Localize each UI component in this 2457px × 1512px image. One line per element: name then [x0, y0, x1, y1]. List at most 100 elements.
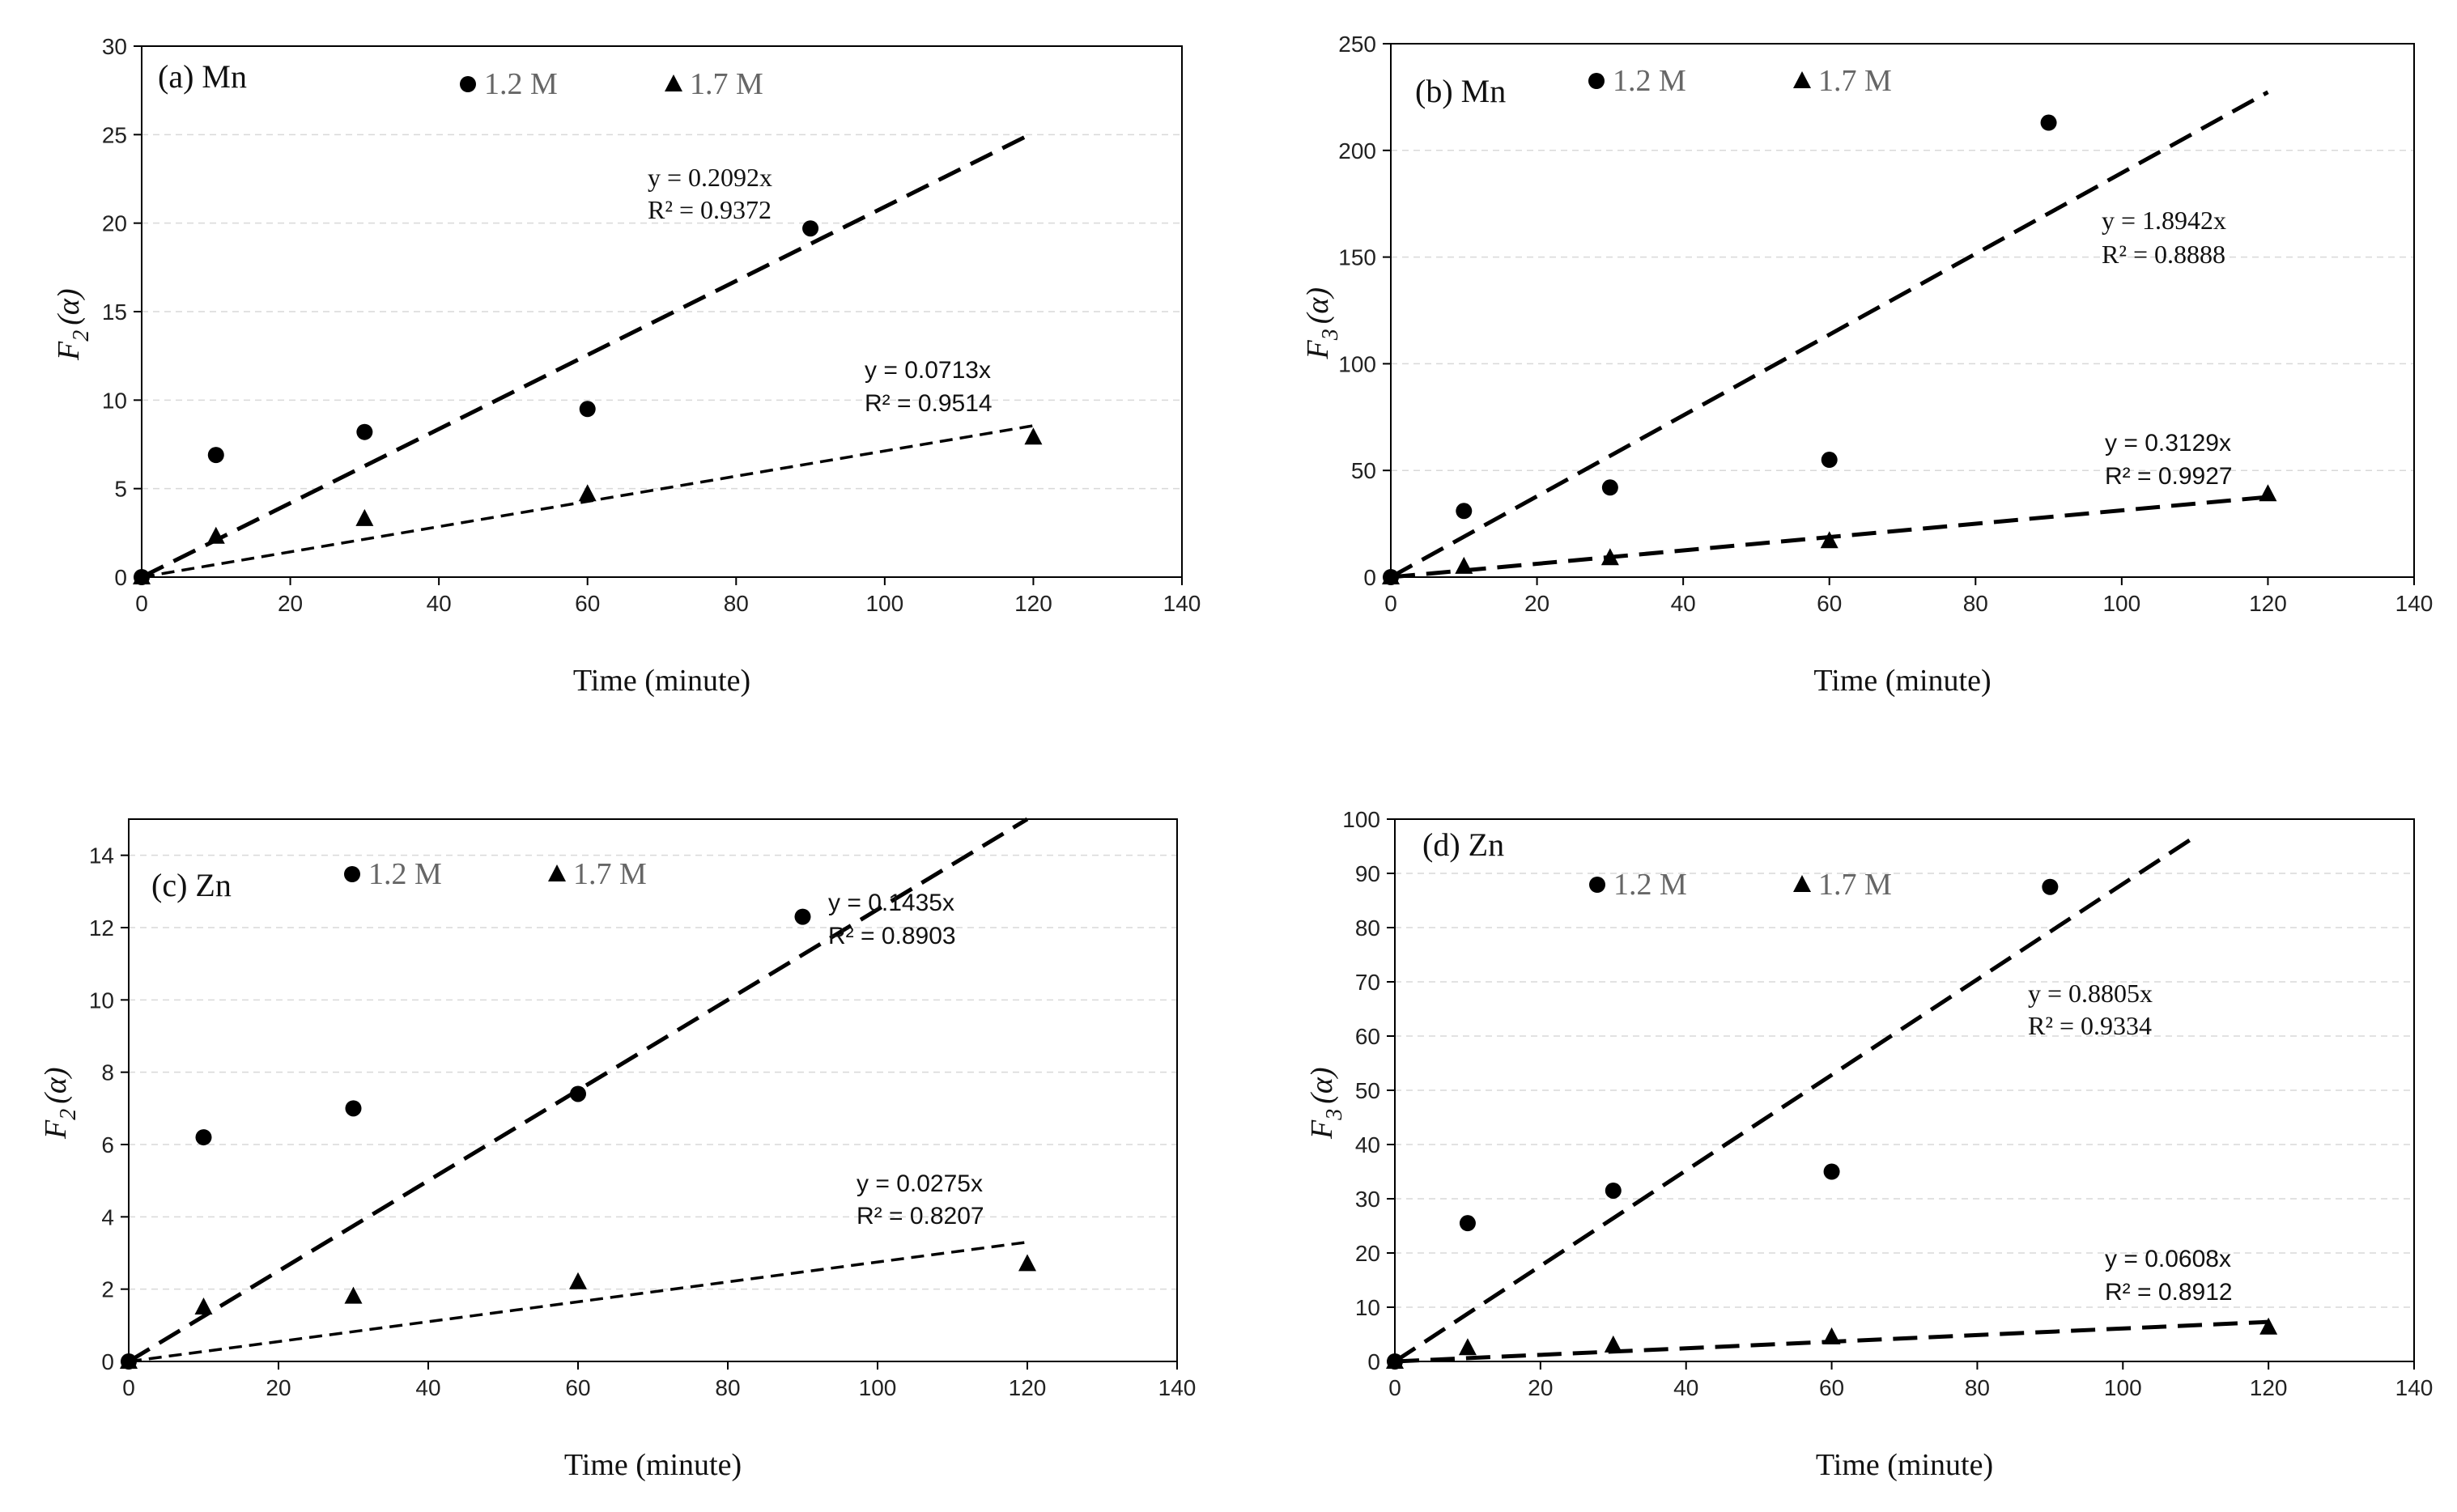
- x-tick-label: 80: [724, 591, 749, 616]
- legend-marker-triangle: [1793, 875, 1811, 892]
- data-point-triangle: [1822, 1327, 1841, 1344]
- data-point-circle: [1823, 1163, 1840, 1180]
- fit-equation: y = 1.8942x: [2102, 206, 2226, 235]
- y-tick-label: 70: [1355, 970, 1380, 995]
- y-axis-title-arg: (α): [1305, 1068, 1339, 1104]
- x-tick-label: 60: [1817, 591, 1842, 616]
- y-tick-label: 50: [1355, 1078, 1380, 1103]
- y-tick-label: 14: [89, 843, 114, 869]
- panel-title: (b) Mn: [1415, 73, 1506, 109]
- y-tick-label: 0: [1363, 565, 1376, 590]
- fit-r-squared: R² = 0.9372: [648, 195, 772, 224]
- x-tick-label: 140: [2395, 591, 2434, 616]
- data-point-triangle: [355, 508, 374, 526]
- trendline: [1393, 834, 2197, 1364]
- y-tick-label: 20: [1355, 1241, 1380, 1266]
- y-tick-label: 50: [1351, 458, 1376, 483]
- fit-equation: y = 0.2092x: [648, 163, 772, 192]
- x-axis-title: Time (minute): [564, 1448, 742, 1482]
- fit-equation: y = 0.1435x: [828, 890, 954, 916]
- fit-equation: y = 0.0713x: [865, 357, 991, 384]
- trendline: [1389, 90, 2269, 580]
- data-point-circle: [1601, 479, 1618, 496]
- data-point-triangle: [133, 567, 151, 584]
- y-axis-title: F2 (α): [52, 289, 94, 361]
- y-axis-title-sub: 2: [69, 330, 94, 342]
- data-point-triangle: [1382, 567, 1400, 584]
- y-tick-label: 100: [1342, 807, 1380, 832]
- y-axis-title-main: F: [1305, 1119, 1339, 1140]
- x-tick-label: 80: [1963, 591, 1988, 616]
- legend-label: 1.7 M: [573, 857, 647, 891]
- plot-frame: [128, 818, 1178, 1362]
- legend-marker-circle: [1588, 73, 1605, 89]
- data-point-triangle: [2259, 1317, 2278, 1335]
- y-axis-title: F2 (α): [39, 1068, 81, 1140]
- x-tick-label: 40: [415, 1375, 440, 1400]
- legend-label: 1.2 M: [1613, 64, 1686, 98]
- x-tick-label: 0: [122, 1375, 135, 1400]
- fit-r-squared: R² = 0.8207: [857, 1203, 984, 1230]
- data-point-triangle: [194, 1298, 213, 1315]
- y-axis-title-sub: 3: [1318, 329, 1343, 341]
- x-axis-title: Time (minute): [1816, 1448, 1993, 1482]
- legend-label: 1.2 M: [368, 857, 442, 891]
- y-axis-title-main: F: [39, 1119, 73, 1140]
- x-tick-label: 100: [865, 591, 903, 616]
- panel-title: (d) Zn: [1422, 826, 1504, 863]
- fit-equation: y = 0.8805x: [2028, 979, 2153, 1008]
- y-tick-label: 15: [102, 299, 127, 325]
- data-point-triangle: [1604, 1335, 1622, 1353]
- data-point-triangle: [1386, 1352, 1404, 1369]
- data-point-triangle: [1600, 548, 1619, 566]
- data-point-triangle: [120, 1352, 138, 1369]
- data-point-triangle: [1458, 1338, 1477, 1356]
- y-tick-label: 90: [1355, 861, 1380, 886]
- x-tick-label: 60: [575, 591, 600, 616]
- data-point-triangle: [1455, 556, 1473, 574]
- y-tick-label: 30: [1355, 1187, 1380, 1212]
- y-tick-label: 10: [89, 987, 114, 1013]
- data-point-circle: [195, 1129, 212, 1146]
- y-axis-title-main: F: [1301, 340, 1335, 360]
- x-tick-label: 0: [1388, 1375, 1401, 1400]
- legend-marker-triangle: [548, 864, 566, 881]
- x-tick-label: 40: [1671, 591, 1696, 616]
- x-tick-label: 100: [2104, 1375, 2142, 1400]
- y-tick-label: 10: [102, 388, 127, 413]
- data-point-circle: [207, 447, 224, 464]
- data-point-triangle: [1018, 1254, 1036, 1272]
- fit-equation: y = 0.3129x: [2105, 430, 2231, 457]
- x-tick-label: 140: [1158, 1375, 1197, 1400]
- legend-label: 1.7 M: [1818, 868, 1892, 902]
- y-tick-label: 5: [114, 477, 127, 502]
- data-point-circle: [802, 220, 819, 237]
- x-tick-label: 20: [266, 1375, 291, 1400]
- data-point-circle: [2042, 878, 2059, 895]
- y-axis-title-arg: (α): [39, 1068, 73, 1104]
- x-tick-label: 20: [1528, 1375, 1553, 1400]
- x-tick-label: 60: [565, 1375, 590, 1400]
- x-tick-label: 140: [1163, 591, 1201, 616]
- legend-marker-triangle: [665, 74, 682, 91]
- x-tick-label: 120: [1009, 1375, 1047, 1400]
- y-tick-label: 100: [1338, 351, 1376, 376]
- x-tick-label: 0: [1384, 591, 1397, 616]
- y-tick-label: 80: [1355, 915, 1380, 941]
- x-axis-title: Time (minute): [573, 664, 750, 698]
- y-axis-title-arg: (α): [52, 289, 86, 325]
- x-tick-label: 80: [1965, 1375, 1990, 1400]
- data-point-circle: [794, 908, 811, 925]
- y-axis-title-sub: 2: [56, 1109, 81, 1120]
- trendline: [127, 817, 1029, 1364]
- legend-label: 1.7 M: [1818, 64, 1892, 98]
- legend-marker-triangle: [1793, 71, 1811, 88]
- fit-r-squared: R² = 0.9334: [2028, 1011, 2152, 1040]
- panel-title: (c) Zn: [151, 867, 232, 903]
- plot-frame: [1390, 43, 2415, 578]
- trendline: [128, 1240, 1028, 1363]
- data-point-circle: [1456, 503, 1473, 520]
- y-axis-title-main: F: [52, 341, 86, 361]
- x-tick-label: 20: [1524, 591, 1549, 616]
- y-tick-label: 30: [102, 34, 127, 59]
